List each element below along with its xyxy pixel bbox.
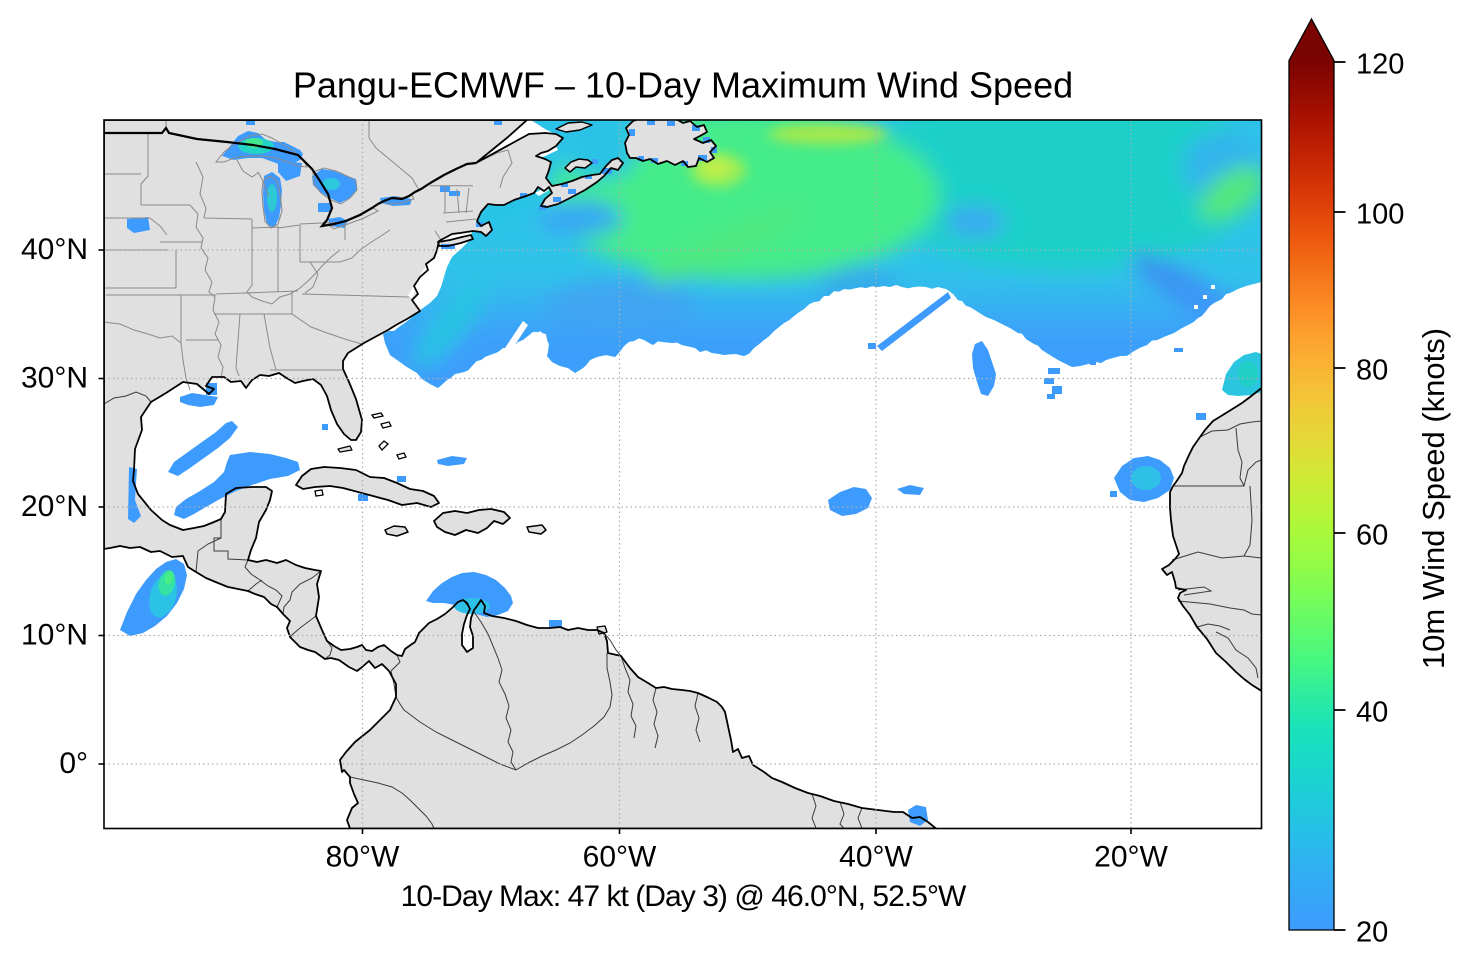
svg-text:40: 40 <box>1356 696 1388 728</box>
svg-text:20°W: 20°W <box>1094 841 1168 874</box>
svg-text:40°W: 40°W <box>839 841 913 874</box>
svg-text:30°N: 30°N <box>21 361 88 394</box>
svg-text:10-Day Max: 47 kt (Day 3) @ 46: 10-Day Max: 47 kt (Day 3) @ 46.0°N, 52.5… <box>401 880 967 913</box>
svg-text:100: 100 <box>1356 198 1404 230</box>
svg-text:120: 120 <box>1356 48 1404 80</box>
svg-text:80: 80 <box>1356 354 1388 386</box>
svg-text:10m Wind Speed (knots): 10m Wind Speed (knots) <box>1416 328 1451 669</box>
svg-text:20°N: 20°N <box>21 490 88 523</box>
svg-text:Pangu-ECMWF – 10-Day Maximum W: Pangu-ECMWF – 10-Day Maximum Wind Speed <box>293 65 1073 106</box>
svg-text:10°N: 10°N <box>21 618 88 651</box>
svg-text:0°: 0° <box>59 747 88 780</box>
svg-text:60: 60 <box>1356 519 1388 551</box>
svg-text:80°W: 80°W <box>326 841 400 874</box>
svg-text:40°N: 40°N <box>21 233 88 266</box>
svg-text:20: 20 <box>1356 916 1388 948</box>
svg-text:60°W: 60°W <box>583 841 657 874</box>
